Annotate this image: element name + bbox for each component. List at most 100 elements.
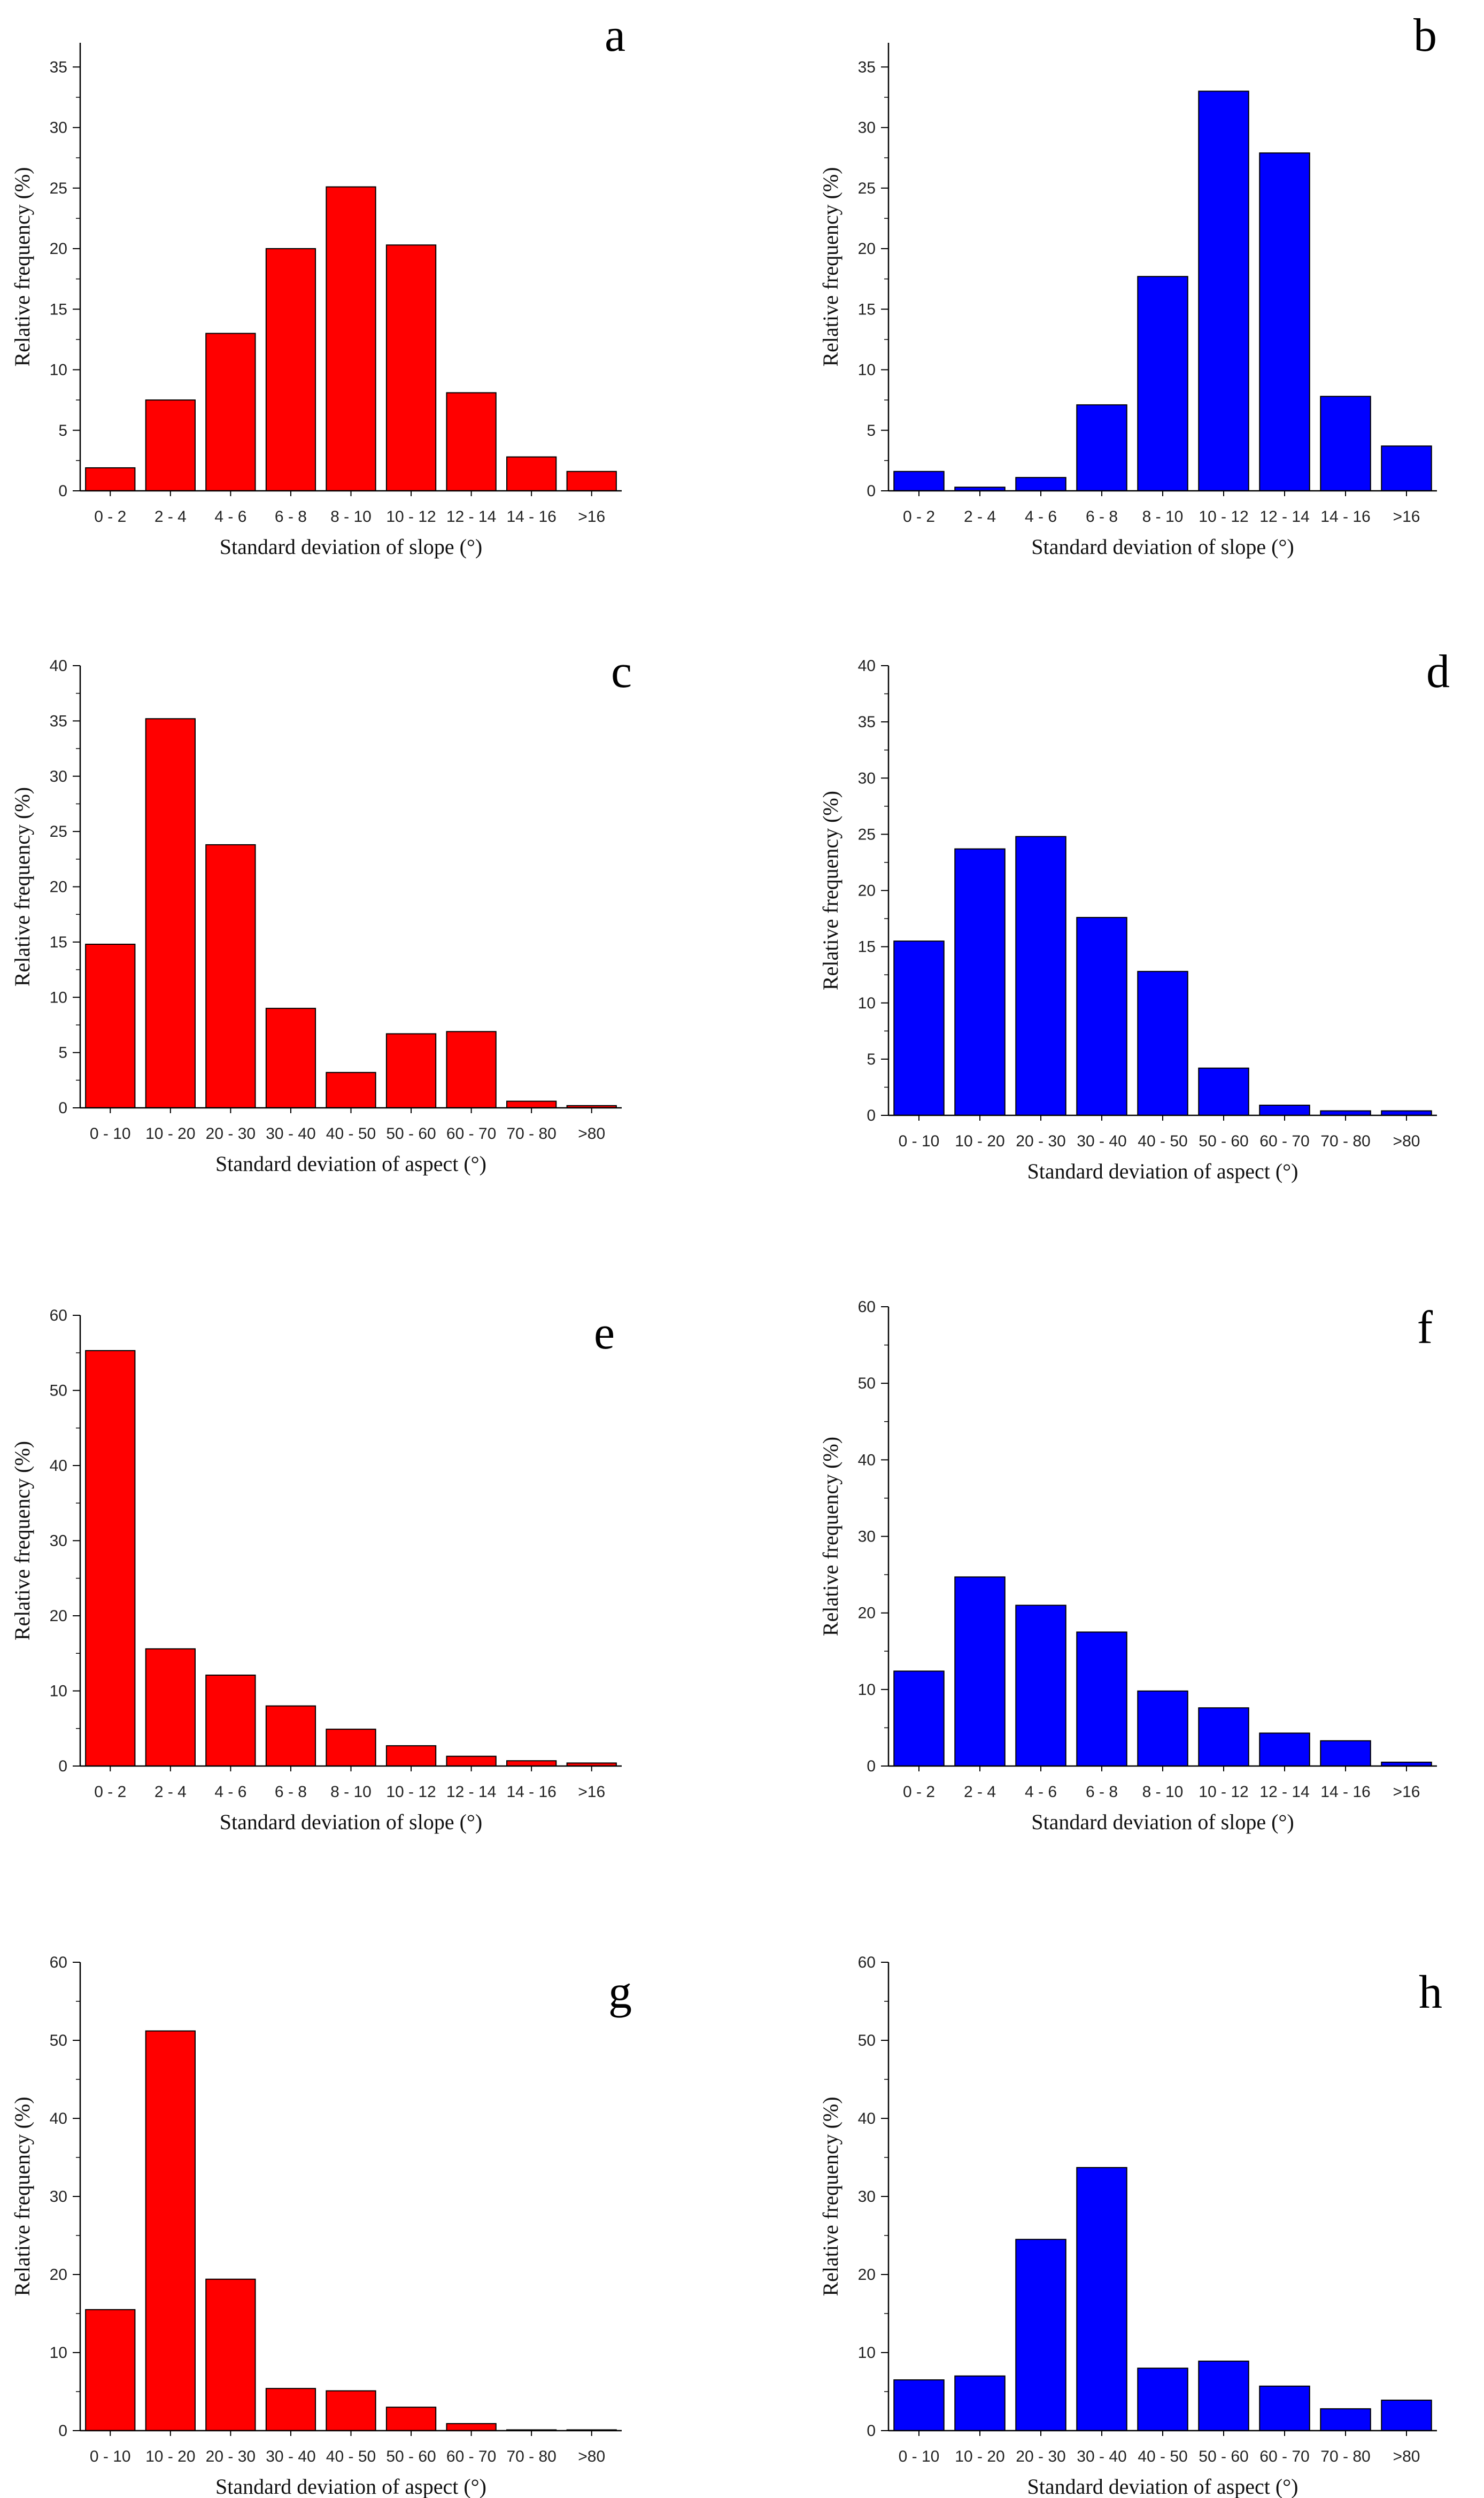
chart-panel-c: 0 5 10 15 20 25 30 35 40 0 - 10 10 - 20 20 - 30 30 -… xyxy=(10,646,632,1176)
bar-b-4 xyxy=(1137,276,1188,491)
x-tick-label: 30 - 40 xyxy=(1077,1132,1126,1150)
x-tick-label: >16 xyxy=(578,1783,605,1801)
x-axis-title: Standard deviation of aspect (°) xyxy=(215,2474,486,2498)
y-tick-label: 5 xyxy=(58,422,67,440)
panel-letter-h: h xyxy=(1419,1967,1442,2018)
x-tick-label: 4 - 6 xyxy=(214,1783,246,1801)
x-axis-title: Standard deviation of slope (°) xyxy=(220,1810,482,1834)
x-axis-title: Standard deviation of aspect (°) xyxy=(1027,2474,1299,2498)
x-axis-title: Standard deviation of aspect (°) xyxy=(1027,1159,1299,1183)
y-tick-label: 60 xyxy=(50,1307,67,1324)
bar-d-2 xyxy=(1015,836,1066,1116)
y-tick-label: 30 xyxy=(858,2188,876,2206)
y-tick-label: 0 xyxy=(867,1107,876,1124)
y-tick-label: 10 xyxy=(50,989,67,1006)
y-tick-label: 10 xyxy=(858,994,876,1012)
y-tick-label: 5 xyxy=(867,422,876,440)
bar-c-0 xyxy=(85,944,136,1108)
y-axis-title: Relative frequency (%) xyxy=(10,2096,34,2296)
bar-e-7 xyxy=(506,1760,557,1767)
y-tick-label: 20 xyxy=(50,1607,67,1625)
x-tick-label: 2 - 4 xyxy=(964,508,996,526)
y-tick-label: 15 xyxy=(50,934,67,951)
bar-h-4 xyxy=(1137,2368,1188,2432)
bar-c-6 xyxy=(446,1031,497,1109)
y-tick-label: 50 xyxy=(50,2032,67,2049)
y-tick-label: 25 xyxy=(858,826,876,843)
y-tick-label: 20 xyxy=(858,2266,876,2284)
x-tick-label: 14 - 16 xyxy=(1320,508,1370,526)
x-tick-label: 14 - 16 xyxy=(1320,1783,1370,1801)
bar-e-6 xyxy=(446,1755,497,1767)
x-tick-label: 8 - 10 xyxy=(330,1783,372,1801)
x-tick-label: 10 - 12 xyxy=(386,508,436,526)
y-tick-label: 10 xyxy=(50,361,67,379)
x-tick-label: 0 - 10 xyxy=(899,1132,940,1150)
y-axis-title: Relative frequency (%) xyxy=(10,167,34,366)
x-tick-label: 0 - 2 xyxy=(94,508,126,526)
y-axis-title: Relative frequency (%) xyxy=(818,791,843,990)
y-tick-label: 5 xyxy=(867,1051,876,1068)
bar-h-2 xyxy=(1015,2239,1066,2431)
chart-panel-a: 0 5 10 15 20 25 30 35 0 - 2 2 - 4 4 - 6 6 - 8 8 - 10… xyxy=(10,10,625,559)
bar-a-3 xyxy=(265,248,316,491)
bar-f-0 xyxy=(893,1670,945,1767)
bar-h-8 xyxy=(1381,2400,1432,2432)
y-tick-label: 20 xyxy=(50,240,67,258)
bar-a-4 xyxy=(326,186,376,491)
bar-e-2 xyxy=(205,1674,256,1767)
bar-f-3 xyxy=(1076,1631,1127,1767)
x-tick-label: 6 - 8 xyxy=(1086,1783,1118,1801)
y-tick-label: 30 xyxy=(858,769,876,787)
y-axis-title: Relative frequency (%) xyxy=(818,167,843,366)
x-tick-label: 12 - 14 xyxy=(446,508,496,526)
bar-c-2 xyxy=(205,844,256,1109)
bar-g-1 xyxy=(145,2030,196,2431)
y-tick-label: 0 xyxy=(58,1757,67,1775)
x-tick-label: 4 - 6 xyxy=(214,508,246,526)
bar-f-5 xyxy=(1198,1707,1249,1767)
bar-a-0 xyxy=(85,467,136,492)
x-tick-label: 40 - 50 xyxy=(326,2448,376,2465)
x-tick-label: 20 - 30 xyxy=(1016,2448,1065,2465)
y-tick-label: 10 xyxy=(858,361,876,379)
x-axis-title: Standard deviation of aspect (°) xyxy=(215,1152,486,1176)
y-tick-label: 40 xyxy=(50,657,67,675)
y-tick-label: 35 xyxy=(50,712,67,730)
y-axis-title: Relative frequency (%) xyxy=(818,2096,843,2296)
panel-letter-c: c xyxy=(611,646,632,698)
x-tick-label: 60 - 70 xyxy=(446,1125,496,1143)
x-tick-label: 12 - 14 xyxy=(446,1783,496,1801)
y-tick-label: 0 xyxy=(867,1757,876,1775)
y-tick-label: 20 xyxy=(858,882,876,900)
x-tick-label: >16 xyxy=(1393,1783,1420,1801)
y-tick-label: 40 xyxy=(50,1457,67,1475)
y-axis-title: Relative frequency (%) xyxy=(10,1441,34,1640)
bar-e-1 xyxy=(145,1648,196,1767)
panel-letter-g: g xyxy=(608,1967,632,2018)
bar-h-5 xyxy=(1198,2361,1249,2432)
x-tick-label: >80 xyxy=(578,2448,605,2465)
y-tick-label: 40 xyxy=(50,2110,67,2127)
x-tick-label: 30 - 40 xyxy=(1077,2448,1126,2465)
x-tick-label: 70 - 80 xyxy=(1320,2448,1370,2465)
bar-b-6 xyxy=(1259,152,1310,491)
panel-letter-a: a xyxy=(605,10,625,61)
y-tick-label: 15 xyxy=(858,300,876,318)
x-tick-label: 40 - 50 xyxy=(326,1125,376,1143)
y-tick-label: 35 xyxy=(858,58,876,76)
bar-a-6 xyxy=(446,392,497,492)
bar-h-7 xyxy=(1320,2408,1371,2432)
chart-panel-h: 0 10 20 30 40 50 60 0 - 10 10 - 20 20 - 30 30 - 40… xyxy=(818,1954,1442,2498)
bar-d-0 xyxy=(893,940,945,1116)
x-tick-label: >16 xyxy=(1393,508,1420,526)
chart-panel-d: 0 5 10 15 20 25 30 35 40 0 - 10 10 - 20 20 - 30 30 -… xyxy=(818,646,1450,1183)
panel-letter-d: d xyxy=(1426,646,1450,698)
x-tick-label: >16 xyxy=(578,508,605,526)
x-tick-label: 60 - 70 xyxy=(1259,2448,1309,2465)
x-tick-label: 10 - 20 xyxy=(955,2448,1004,2465)
x-tick-label: >80 xyxy=(1393,1132,1420,1150)
bar-b-2 xyxy=(1015,477,1066,491)
bar-g-0 xyxy=(85,2309,136,2432)
x-tick-label: 10 - 12 xyxy=(386,1783,436,1801)
